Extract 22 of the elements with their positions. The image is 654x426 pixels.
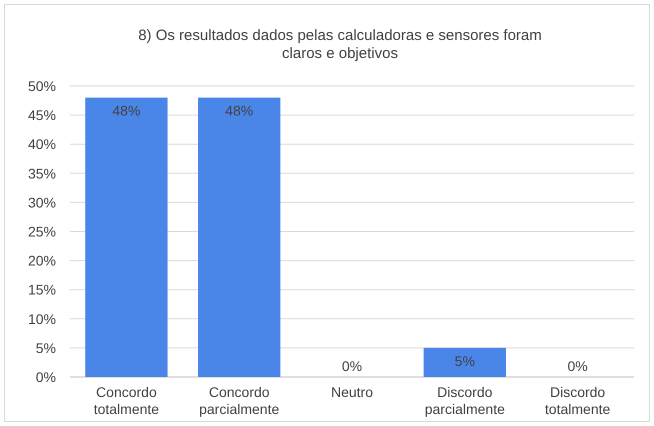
y-tick-label: 30% (28, 194, 56, 210)
y-tick-label: 20% (28, 252, 56, 269)
x-tick-label: Concordo totalmente (94, 384, 160, 417)
y-tick-label: 15% (28, 282, 56, 298)
data-label: 48% (225, 102, 254, 119)
y-tick-label: 0% (36, 369, 56, 385)
data-label: 0% (342, 358, 362, 374)
chart-title: 8) Os resultados dados pelas calculadoras e sensores foram claros e objetivos (138, 27, 542, 62)
y-tick-label: 10% (28, 310, 56, 327)
y-tick-label: 25% (28, 224, 56, 240)
data-label: 48% (112, 102, 140, 119)
y-tick-label: 50% (28, 78, 56, 94)
y-tick-label: 35% (28, 165, 56, 182)
y-tick-label: 40% (28, 136, 56, 152)
y-tick-label: 45% (28, 107, 56, 124)
data-label: 5% (454, 352, 475, 369)
y-tick-label: 5% (36, 340, 56, 356)
x-tick-label: Concordo parcialmente (199, 384, 280, 417)
x-tick-label: Discordo parcialmente (424, 384, 506, 417)
x-tick-label: Discordo totalmente (544, 384, 610, 417)
data-label: 0% (567, 358, 588, 374)
x-tick-label: Neutro (330, 384, 374, 400)
